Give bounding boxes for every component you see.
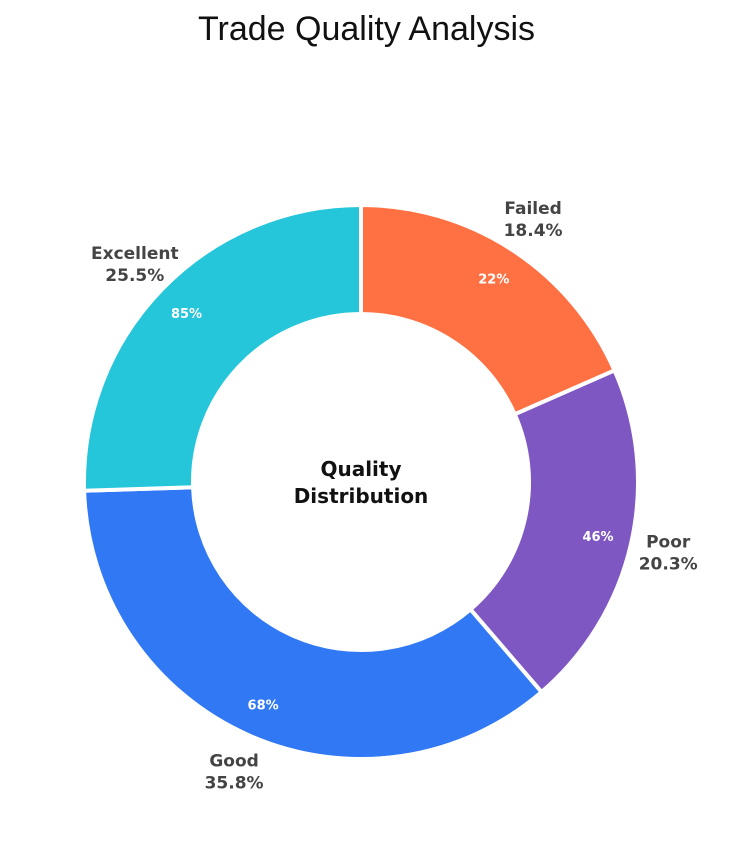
inner-label-poor: 46%	[582, 530, 613, 545]
slices-group	[82, 202, 640, 761]
inner-label-failed: 22%	[478, 273, 509, 288]
legend-name-good: Good	[209, 751, 258, 771]
legend-name-failed: Failed	[504, 199, 561, 219]
legend-name-poor: Poor	[646, 533, 691, 553]
share-label-poor: 20.3%	[639, 555, 698, 575]
slice-failed	[359, 202, 618, 417]
share-label-failed: 18.4%	[504, 221, 563, 241]
slice-good	[82, 485, 545, 761]
center-label-line-1: Quality	[320, 457, 401, 481]
inner-label-excellent: 85%	[171, 307, 202, 322]
inner-label-good: 68%	[248, 698, 279, 713]
slice-excellent	[82, 202, 363, 493]
legend-name-excellent: Excellent	[91, 244, 179, 264]
slice-poor	[467, 367, 640, 695]
share-label-good: 35.8%	[205, 773, 264, 793]
share-label-excellent: 25.5%	[105, 266, 164, 286]
chart-title: Trade Quality Analysis	[198, 10, 535, 48]
center-label-line-2: Distribution	[294, 484, 429, 508]
